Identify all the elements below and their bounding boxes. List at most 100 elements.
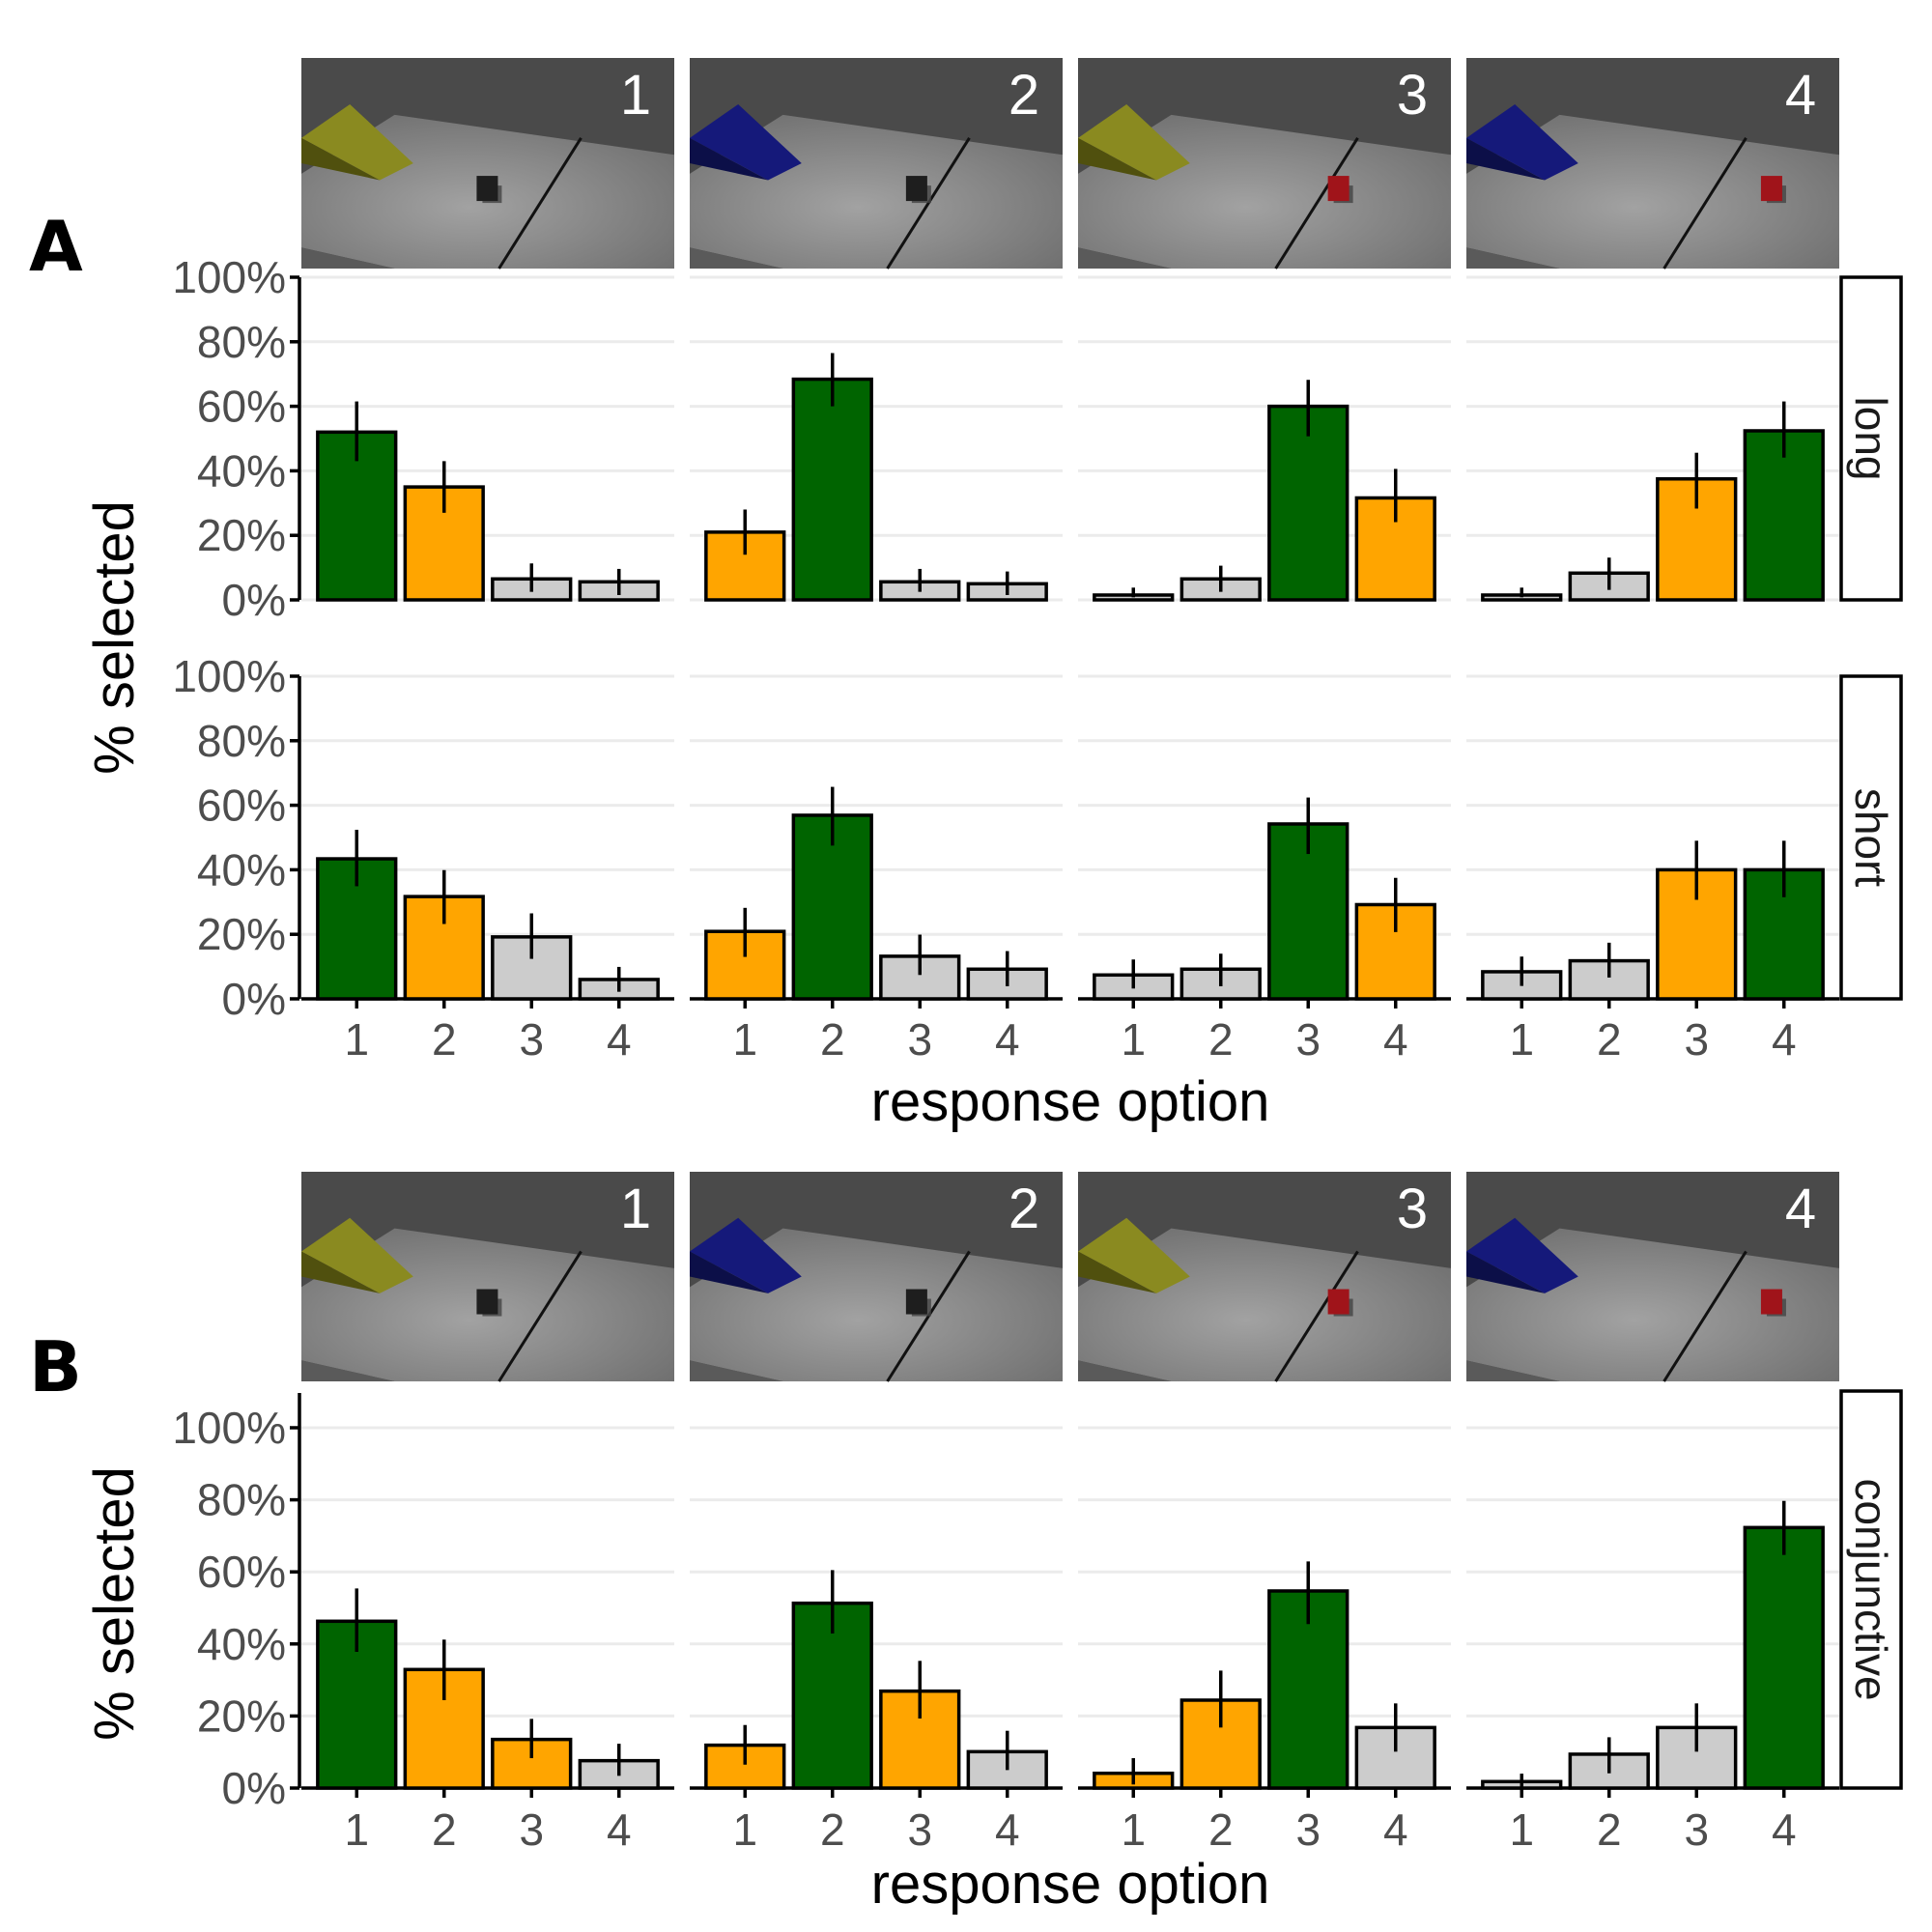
ramp-blue	[1466, 1217, 1578, 1293]
y-tick-label: 40%	[197, 844, 286, 895]
block-red	[1327, 176, 1350, 202]
panel-conjunctive-2: 1 2 3 4	[690, 1426, 1063, 1855]
strip-box	[1839, 1389, 1903, 1790]
block-red	[1760, 176, 1782, 202]
panel-short-2: 1 2 3 4	[690, 674, 1063, 1065]
strip-label: long	[1846, 397, 1896, 481]
y-tick-label: 40%	[197, 445, 286, 496]
floor-line	[497, 137, 582, 270]
ramp-blue	[690, 103, 802, 181]
floor-edge	[301, 247, 395, 269]
bar-conjunctive-2-2	[791, 1601, 873, 1790]
x-tick-label: 1	[1509, 1014, 1534, 1065]
panel-long-3	[1078, 275, 1451, 602]
strip-short: short	[1839, 674, 1903, 1001]
x-tick-label: 2	[820, 1014, 845, 1065]
x-tick-label: 3	[519, 1014, 544, 1065]
thumbnail-4: 4	[1466, 58, 1839, 270]
panel-long-4	[1466, 275, 1839, 602]
bar-long-2-2	[791, 377, 873, 602]
floor-edge	[690, 247, 783, 269]
thumbnail-number: 4	[1785, 1178, 1816, 1240]
facet-row-conjunctive: 0% 20% 40% 60% 80% 100% 1 2 3 4 1 2 3 4 1 2 3 4 1 2 3 4 conjun…	[172, 1389, 1903, 1855]
x-tick-label: 4	[607, 1014, 632, 1065]
bar-long-4-4	[1743, 429, 1825, 602]
y-tick-label: 20%	[197, 909, 286, 959]
ramp-shadow-side	[1466, 137, 1546, 181]
y-axis-title-b: % selected	[83, 1466, 146, 1741]
floor-line	[1662, 137, 1747, 270]
bar-long-1-1	[316, 430, 398, 602]
x-tick-label: 3	[519, 1804, 544, 1855]
bar-long-3-3	[1267, 404, 1350, 602]
block-red	[1327, 1289, 1350, 1315]
panel-conjunctive-1: 1 2 3 4	[301, 1426, 674, 1855]
x-tick-label: 3	[907, 1804, 932, 1855]
y-tick-label: 60%	[197, 382, 286, 432]
x-tick-label: 2	[432, 1804, 457, 1855]
ramp-blue	[690, 1217, 802, 1293]
x-tick-label: 3	[1295, 1804, 1321, 1855]
thumbnail-number: 2	[1009, 64, 1039, 127]
thumbnail-3: 3	[1078, 1172, 1451, 1382]
x-tick-label: 4	[1383, 1804, 1408, 1855]
strip-long: long	[1839, 275, 1903, 602]
strip-box	[1839, 275, 1903, 602]
y-tick-label: 60%	[197, 781, 286, 831]
thumbnail-row-b: 1 2 3 4	[301, 1172, 1839, 1382]
y-tick-label: 20%	[197, 1690, 286, 1741]
ramp-blue	[1466, 103, 1578, 181]
x-tick-label: 2	[432, 1014, 457, 1065]
floor-line	[1662, 1250, 1747, 1382]
x-tick-label: 1	[344, 1804, 369, 1855]
panel-long-1	[301, 275, 674, 602]
thumbnail-row-a: 1 2 3 4	[301, 58, 1839, 270]
strip-conjunctive: conjunctive	[1839, 1389, 1903, 1790]
x-tick-label: 3	[1684, 1014, 1709, 1065]
floor-edge	[1466, 1360, 1560, 1381]
ramp-shadow-side	[301, 1251, 381, 1293]
floor-edge	[690, 1360, 783, 1381]
y-tick-label: 0%	[222, 974, 286, 1024]
x-axis-title-a: response option	[871, 1070, 1270, 1133]
panel-conjunctive-4: 1 2 3 4	[1466, 1426, 1839, 1855]
ramp-yellow	[1078, 103, 1190, 181]
y-tick-label: 80%	[197, 1475, 286, 1525]
ramp-yellow	[1078, 1217, 1190, 1293]
floor-line	[1274, 1250, 1359, 1382]
x-tick-label: 2	[1597, 1014, 1622, 1065]
thumbnail-2: 2	[690, 58, 1063, 270]
bar-conjunctive-4-4	[1743, 1525, 1825, 1790]
thumbnail-4: 4	[1466, 1172, 1839, 1382]
floor-edge	[301, 1360, 395, 1381]
ramp-yellow	[301, 1217, 413, 1293]
thumbnail-number: 4	[1785, 64, 1816, 127]
panel-short-1: 1 2 3 4	[301, 674, 674, 1065]
x-tick-label: 2	[820, 1804, 845, 1855]
section-label-b: B	[29, 1326, 82, 1407]
x-tick-label: 4	[995, 1014, 1020, 1065]
x-tick-label: 4	[1772, 1014, 1797, 1065]
facet-row-short: 0% 20% 40% 60% 80% 100% 1 2 3 4 1 2 3 4 1 2 3 4 1 2 3 4 short	[172, 651, 1903, 1065]
x-tick-label: 4	[1772, 1804, 1797, 1855]
x-tick-label: 4	[607, 1804, 632, 1855]
ramp-shadow-side	[690, 137, 769, 181]
y-axis-title-a: % selected	[83, 500, 146, 775]
thumbnail-number: 2	[1009, 1178, 1039, 1240]
x-tick-label: 2	[1597, 1804, 1622, 1855]
block-red	[1760, 1289, 1782, 1315]
charts: 0%20%40%60%80%100%long0%20%40%60%80%100%…	[172, 252, 1903, 1855]
panel-long-2	[690, 275, 1063, 602]
ramp-shadow-side	[1466, 1251, 1546, 1293]
x-tick-label: 1	[732, 1804, 757, 1855]
panel-short-4: 1 2 3 4	[1466, 674, 1839, 1065]
thumbnail-1: 1	[301, 58, 674, 270]
y-tick-label: 100%	[172, 1403, 286, 1453]
panel-short-3: 1 2 3 4	[1078, 674, 1451, 1065]
x-tick-label: 1	[1509, 1804, 1534, 1855]
y-tick-label: 40%	[197, 1619, 286, 1669]
x-tick-label: 1	[1121, 1014, 1146, 1065]
panel-conjunctive-3: 1 2 3 4	[1078, 1426, 1451, 1855]
thumbnail-number: 3	[1397, 64, 1428, 127]
y-tick-label: 100%	[172, 651, 286, 701]
